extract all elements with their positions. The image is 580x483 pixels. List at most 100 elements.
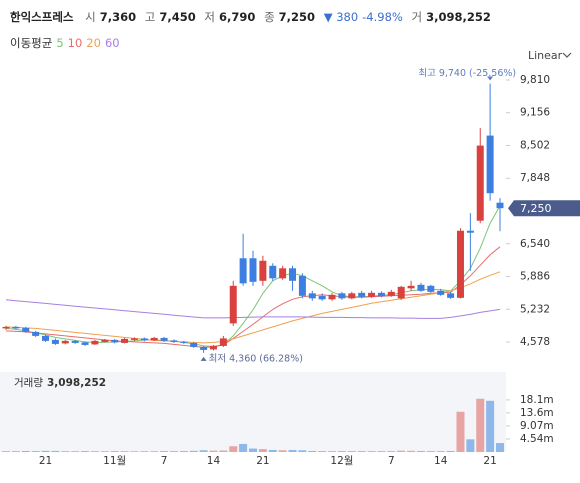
volume-bar — [41, 450, 50, 452]
quote-label: 종 — [264, 10, 275, 24]
volume-bar — [337, 451, 346, 452]
candle-body — [417, 284, 425, 291]
volume-bar — [71, 451, 80, 452]
volume-bar — [130, 451, 139, 452]
ma-legend-item: 5 — [56, 36, 64, 50]
volume-bar — [31, 451, 40, 452]
y-tick-label: 6,540 — [520, 238, 550, 250]
high-annotation: 최고 9,740 (-25.56%) — [418, 68, 516, 79]
candle-body — [496, 202, 504, 209]
candle-body — [249, 258, 257, 282]
candle-body — [61, 340, 69, 344]
volume-bar — [367, 451, 376, 452]
quote-value: 3,098,252 — [426, 10, 491, 24]
volume-tick-label: 9.07m — [520, 420, 554, 432]
volume-bar — [199, 450, 208, 452]
candle-body — [160, 337, 168, 341]
candle-body — [308, 293, 316, 299]
volume-bar — [387, 451, 396, 452]
volume-tick-label: 13.6m — [520, 407, 554, 419]
candle-body — [318, 295, 326, 300]
volume-bar — [189, 450, 198, 452]
volume-bar — [436, 451, 445, 452]
volume-bar — [229, 446, 238, 452]
candle-body — [71, 340, 79, 343]
volume-bar — [318, 451, 327, 452]
volume-bar — [298, 450, 307, 452]
candle-body — [348, 293, 356, 299]
volume-bar — [426, 451, 435, 452]
volume-bar — [120, 451, 129, 452]
volume-bar — [278, 450, 287, 452]
candle-body — [140, 338, 148, 341]
volume-bar — [377, 451, 386, 452]
candle-body — [476, 145, 484, 221]
x-tick-label: 14 — [207, 455, 221, 467]
candle-body — [190, 342, 198, 347]
candle-body — [397, 286, 405, 299]
candle-body — [279, 268, 287, 279]
x-tick-label: 21 — [483, 455, 496, 467]
volume-bar — [328, 451, 337, 452]
candle-body — [289, 268, 297, 281]
volume-bar — [140, 451, 149, 452]
volume-title: 거래량 3,098,252 — [14, 377, 106, 389]
candle-body — [239, 258, 247, 284]
candle-body — [328, 294, 336, 300]
volume-bar — [61, 451, 70, 452]
candle-body — [42, 335, 50, 341]
candle-body — [466, 230, 474, 233]
volume-bar — [446, 450, 455, 452]
volume-bar — [496, 443, 504, 452]
candle-body — [456, 230, 464, 298]
change: ▼ 380 — [323, 10, 359, 24]
volume-bar — [407, 450, 416, 452]
candle-body — [269, 265, 277, 279]
candle-body — [377, 292, 385, 297]
volume-bar — [160, 451, 169, 452]
high-marker — [487, 76, 494, 81]
volume-bar — [357, 451, 366, 452]
volume-bar — [416, 451, 425, 452]
quote-bar: 한익스프레스 시 7,360 고 7,450 저 6,790 종 7,250 ▼ 380… — [10, 9, 491, 25]
x-tick-label: 7 — [161, 455, 168, 467]
candle-body — [387, 291, 395, 296]
volume-bar — [476, 398, 485, 452]
volume-title-value: 3,098,252 — [47, 377, 106, 389]
volume-tick-label: 18.1m — [520, 394, 554, 406]
volume-bar — [258, 449, 267, 452]
volume-bar — [456, 411, 465, 452]
quote-label: 고 — [144, 10, 156, 24]
quote-label: 시 — [85, 10, 96, 24]
candle-body — [170, 340, 178, 342]
volume-bar — [90, 451, 99, 452]
candle-body — [358, 292, 366, 297]
volume-title-label: 거래량 — [14, 377, 43, 389]
y-tick-label: 7,848 — [520, 172, 550, 184]
x-tick-label: 21 — [256, 455, 269, 467]
candle-body — [51, 339, 59, 344]
volume-bar — [100, 451, 109, 452]
volume-bar — [288, 449, 297, 452]
y-tick-label: 9,810 — [520, 74, 550, 86]
candle-body — [229, 285, 237, 324]
y-tick-label: 9,156 — [520, 107, 550, 119]
x-tick-label: 21 — [39, 455, 52, 467]
candle-body — [111, 339, 119, 343]
quote-value: 6,790 — [219, 10, 256, 24]
volume-bar — [81, 451, 90, 452]
volume-bar — [110, 451, 119, 452]
volume-bar — [466, 439, 475, 452]
stock-name: 한익스프레스 — [10, 10, 74, 24]
ma-legend: 이동평균 5 10 20 60 — [10, 35, 124, 51]
change-pct: -4.98% — [362, 10, 403, 24]
volume-bar — [249, 448, 257, 452]
candle-body — [486, 135, 494, 194]
ma-legend-item: 60 — [104, 36, 120, 50]
ma-line — [5, 246, 501, 348]
scale-dropdown[interactable]: Linear — [528, 49, 563, 62]
candle-body — [427, 285, 435, 292]
candle-body — [22, 327, 30, 332]
x-tick-label: 11월 — [103, 455, 126, 467]
